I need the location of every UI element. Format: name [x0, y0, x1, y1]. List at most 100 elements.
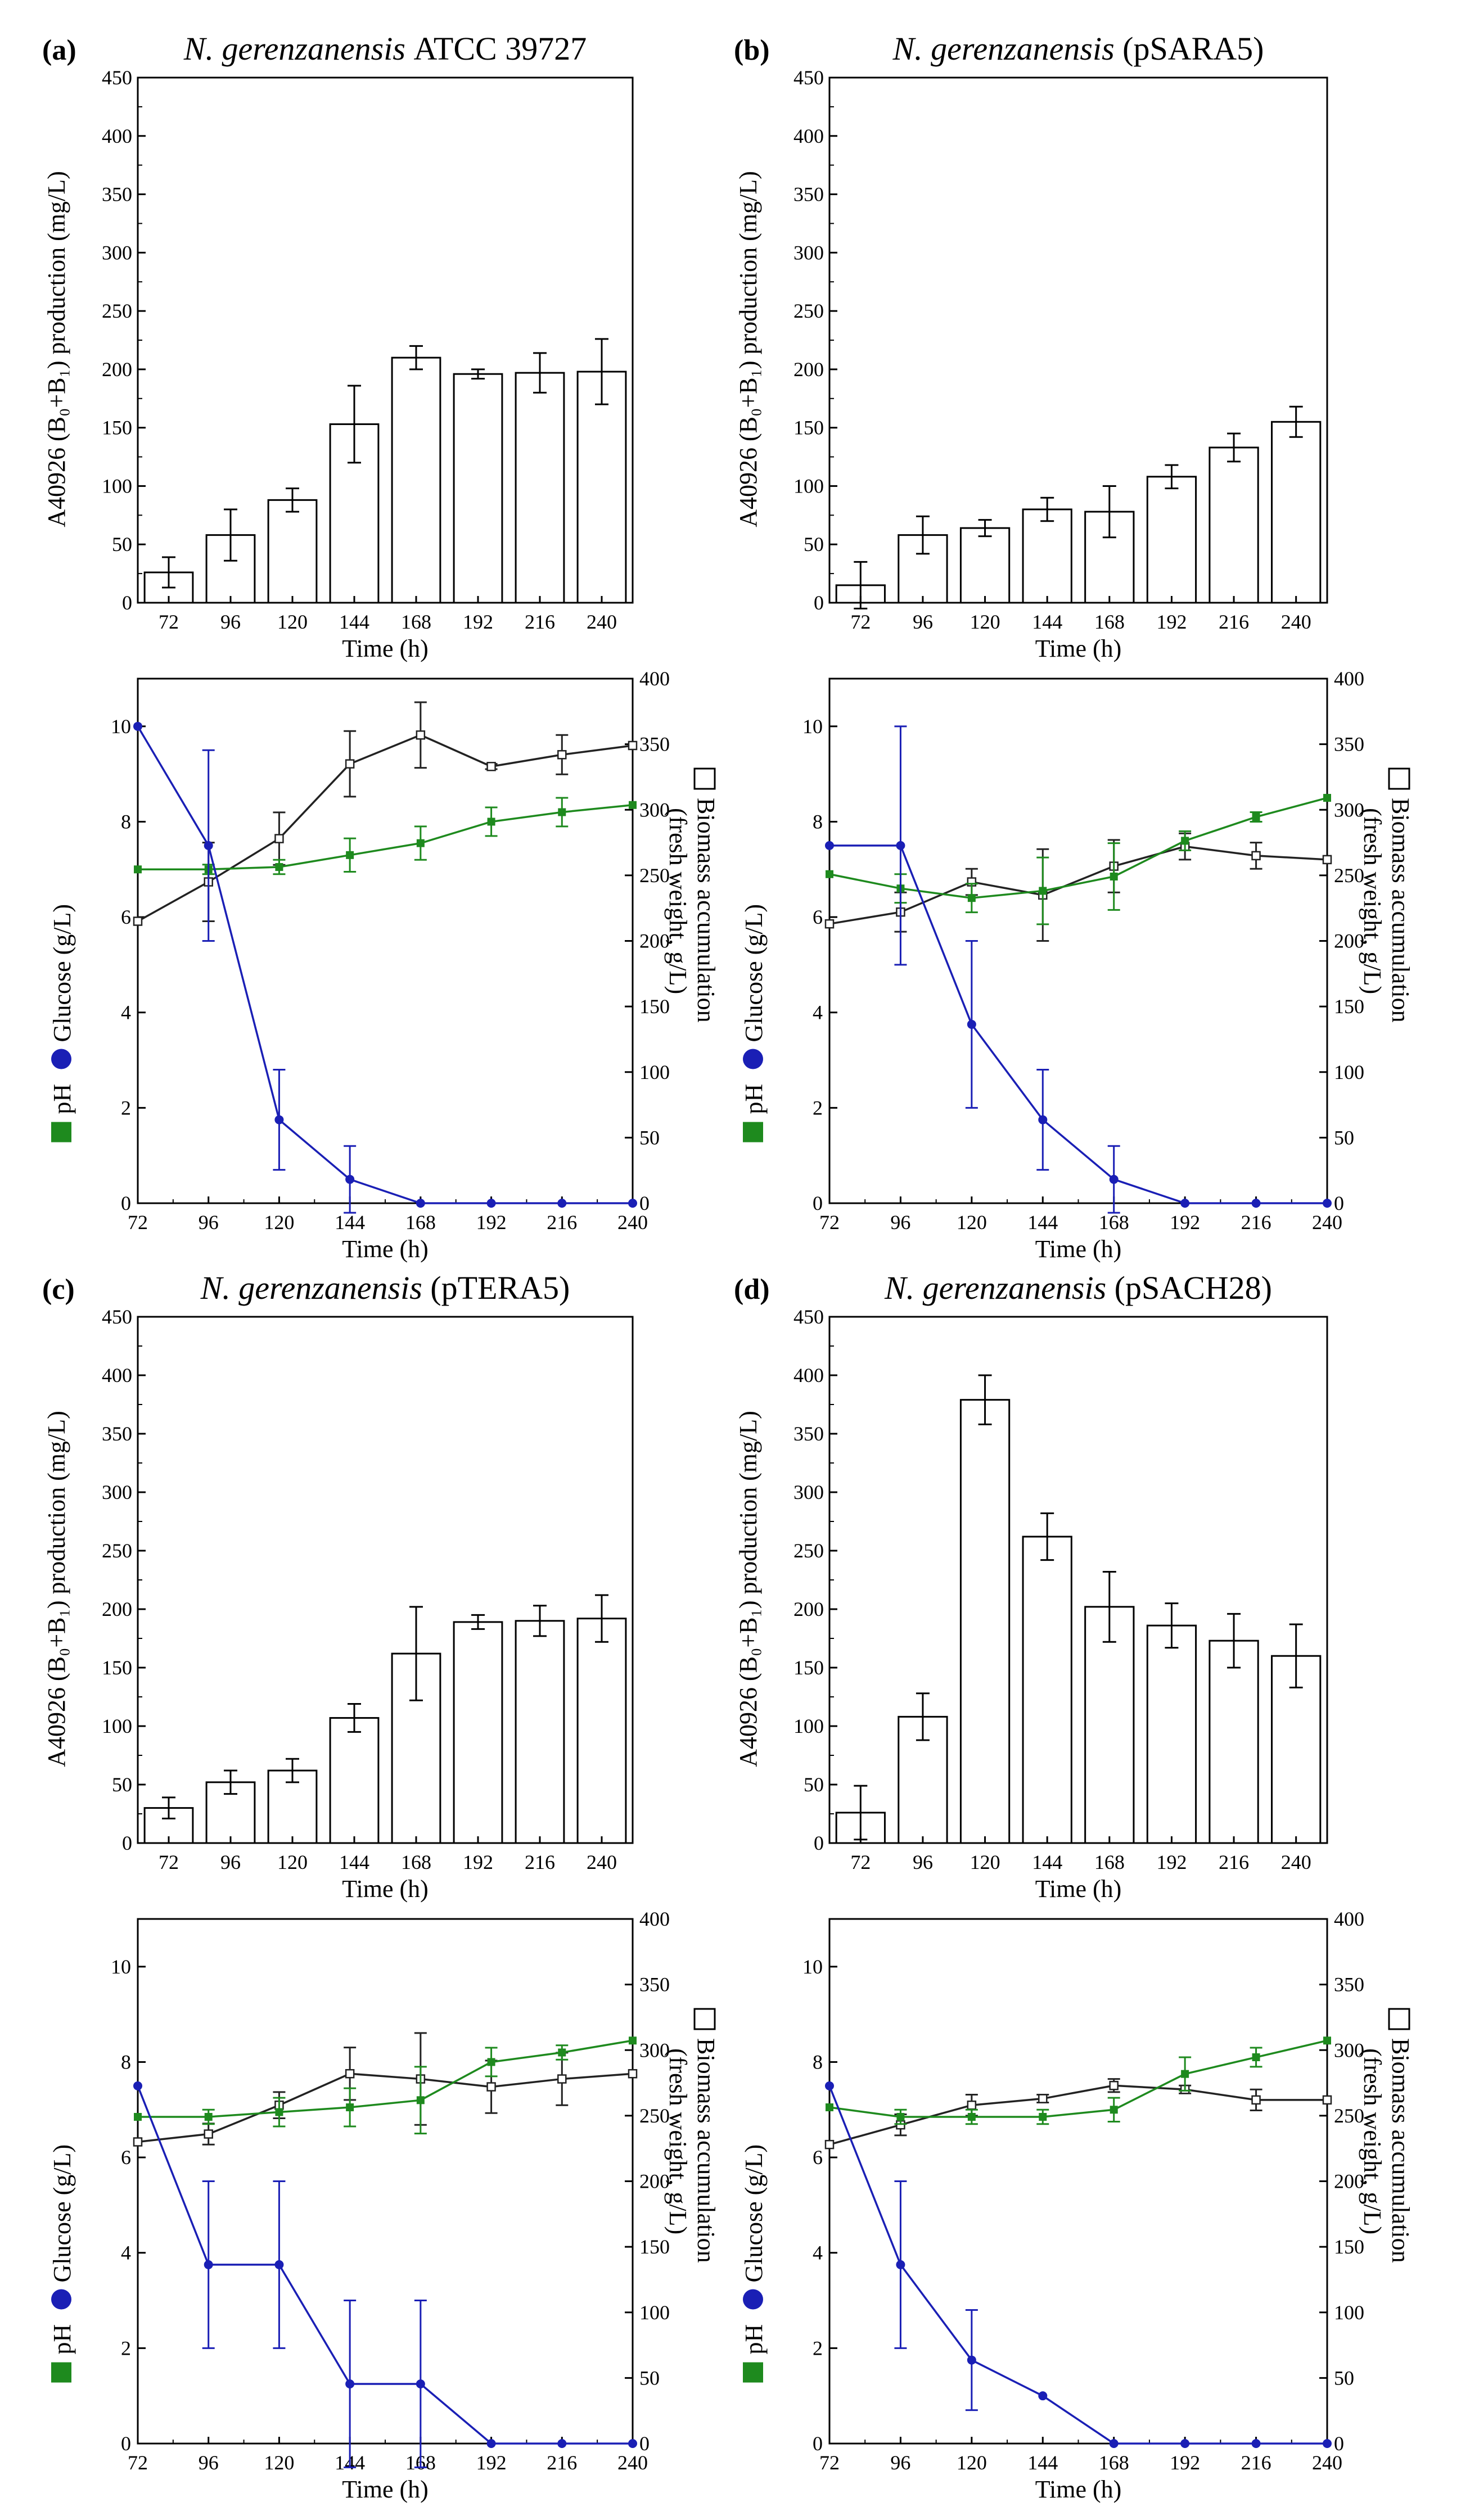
panel-title: N. gerenzanensis ATCC 39727 — [183, 30, 587, 67]
x-tick-label: 144 — [1032, 611, 1062, 633]
glucose-point — [967, 1019, 976, 1029]
ph-label: pH — [48, 1084, 76, 1114]
right-y-tick-label: 350 — [1334, 733, 1364, 756]
series-line-biomass-accumulation — [829, 845, 1328, 925]
series-line-ph — [138, 2039, 633, 2118]
panel-letter: (d) — [734, 1273, 770, 1306]
bar — [515, 372, 565, 604]
panel-title: N. gerenzanensis (pTERA5) — [200, 1270, 570, 1306]
y-axis-title: A40926 (B₀+B₁) production (mg/L) — [734, 171, 762, 527]
x-tick-label: 240 — [1281, 611, 1311, 633]
glucose-point — [1180, 2439, 1190, 2448]
biomass-legend-square — [693, 767, 716, 790]
glucose-label: Glucose (g/L) — [48, 2144, 76, 2283]
glucose-point — [628, 2439, 637, 2448]
y-tick-label: 200 — [102, 358, 132, 381]
glucose-legend-circle — [743, 2289, 763, 2310]
x-tick-label: 120 — [970, 611, 1000, 633]
bar — [959, 1399, 1011, 1844]
biomass-point — [204, 2129, 213, 2139]
x-tick-label: 192 — [463, 611, 493, 633]
glucose-point — [825, 841, 834, 850]
right-y-tick-label: 300 — [639, 2039, 670, 2061]
biomass-point — [1038, 2094, 1048, 2103]
y-tick-label: 250 — [793, 300, 824, 322]
bar — [1146, 1624, 1197, 1844]
ph-point — [629, 801, 637, 809]
x-tick-label: 144 — [1032, 1851, 1062, 1873]
x-axis-title: Time (h) — [342, 1875, 429, 1903]
glucose-label: Glucose (g/L) — [740, 904, 768, 1042]
ph-point — [346, 2103, 354, 2112]
title-strain: (pTERA5) — [430, 1270, 570, 1306]
glucose-point — [416, 1199, 425, 1208]
ph-legend-square — [743, 1122, 763, 1142]
right-axis-title: Biomass accumulation(fresh weight, g/L) — [1359, 2008, 1414, 2263]
right-y-tick-label: 100 — [639, 2301, 670, 2324]
biomass-point — [1322, 855, 1332, 865]
x-tick-label: 216 — [525, 1851, 555, 1873]
y-tick-label: 50 — [804, 1773, 824, 1796]
right-axis-title: Biomass accumulation(fresh weight, g/L) — [664, 2008, 720, 2263]
right-y-tick-label: 50 — [639, 1126, 660, 1149]
ph-label: pH — [740, 2324, 768, 2355]
ph-point — [967, 2112, 976, 2121]
x-tick-label: 192 — [476, 2451, 507, 2474]
y-tick-label: 350 — [793, 183, 824, 206]
ph-point — [487, 818, 495, 826]
biomass-point — [1251, 851, 1261, 861]
x-tick-label: 144 — [335, 1211, 365, 1234]
right-y-tick-label: 200 — [639, 930, 670, 952]
left-y-tick-label: 2 — [813, 1096, 823, 1119]
glucose-legend-circle — [51, 2289, 71, 2310]
left-y-tick-label: 4 — [813, 1001, 823, 1024]
ph-point — [1039, 2112, 1047, 2121]
left-y-tick-label: 10 — [802, 715, 823, 738]
ph-point — [1252, 812, 1260, 821]
bar — [267, 499, 318, 604]
x-tick-label: 192 — [463, 1851, 493, 1873]
x-tick-label: 216 — [1241, 2451, 1271, 2474]
glucose-point — [274, 1115, 284, 1124]
biomass-point — [824, 2139, 835, 2149]
y-tick-label: 0 — [814, 591, 824, 614]
x-tick-label: 240 — [617, 2451, 648, 2474]
biomass-label: Biomass accumulation — [1387, 798, 1414, 1023]
biomass-unit-label: (fresh weight, g/L) — [1359, 808, 1386, 994]
right-y-tick-label: 400 — [1334, 1908, 1364, 1930]
ph-point — [629, 2036, 637, 2045]
x-tick-label: 240 — [1281, 1851, 1311, 1873]
panel-c: (c) N. gerenzanensis (pTERA5)050100150200… — [42, 1270, 720, 2503]
x-tick-label: 168 — [1099, 1211, 1129, 1234]
left-axis-title: pH Glucose (g/L) — [740, 904, 768, 1142]
title-species: N. gerenzanensis — [200, 1270, 431, 1306]
right-y-tick-label: 50 — [1334, 2367, 1354, 2389]
x-tick-label: 240 — [617, 1211, 648, 1234]
ph-point — [1181, 2070, 1189, 2078]
ph-label: pH — [48, 2324, 76, 2355]
x-tick-label: 72 — [850, 1851, 871, 1873]
left-y-tick-label: 4 — [121, 1001, 131, 1024]
left-axis-title: pH Glucose (g/L) — [740, 2144, 768, 2383]
ph-point — [896, 2112, 905, 2121]
y-tick-label: 350 — [102, 183, 132, 206]
panel-title: N. gerenzanensis (pSACH28) — [884, 1270, 1272, 1306]
ph-point — [487, 2058, 495, 2066]
right-y-tick-label: 250 — [639, 2104, 670, 2127]
y-tick-label: 450 — [102, 1306, 132, 1328]
ph-point — [558, 808, 566, 816]
ph-point — [416, 839, 425, 847]
x-tick-label: 72 — [128, 1211, 148, 1234]
title-strain: (pSACH28) — [1115, 1270, 1272, 1306]
biomass-point — [486, 762, 496, 771]
glucose-point — [204, 2260, 213, 2269]
glucose-point — [274, 2260, 284, 2269]
right-y-tick-label: 350 — [639, 1973, 670, 1996]
left-y-tick-label: 10 — [111, 715, 131, 738]
left-y-tick-label: 8 — [813, 2051, 823, 2073]
glucose-point — [557, 1199, 567, 1208]
y-tick-label: 0 — [122, 591, 132, 614]
ph-point — [826, 870, 833, 878]
x-tick-label: 168 — [401, 611, 431, 633]
x-tick-label: 168 — [1094, 611, 1125, 633]
